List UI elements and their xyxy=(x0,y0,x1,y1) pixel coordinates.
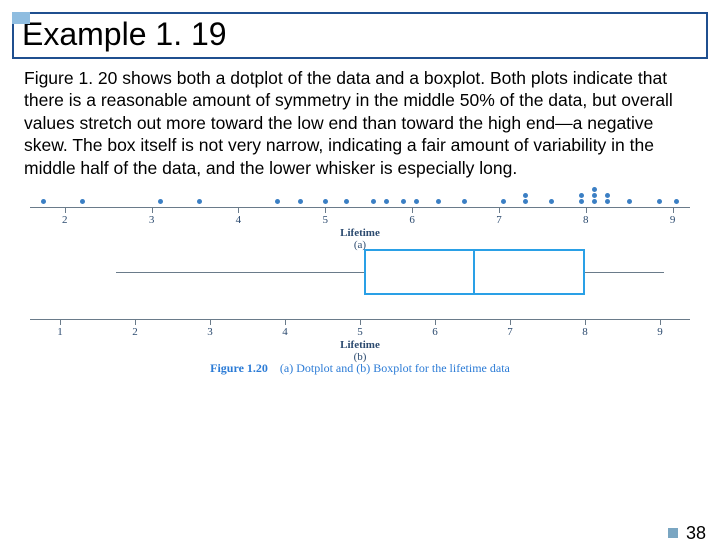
boxplot-panel: 123456789Lifetime(b) xyxy=(20,239,700,359)
page-bullet-icon xyxy=(668,528,678,538)
figure-caption: Figure 1.20 (a) Dotplot and (b) Boxplot … xyxy=(20,361,700,376)
slide-title: Example 1. 19 xyxy=(22,16,698,53)
title-bar: Example 1. 19 xyxy=(12,12,708,59)
page-number: 38 xyxy=(686,523,706,544)
figure-number: Figure 1.20 xyxy=(210,361,268,375)
dotplot-panel: 23456789Lifetime(a) xyxy=(20,183,700,233)
title-tab-accent xyxy=(12,12,30,24)
body-paragraph: Figure 1. 20 shows both a dotplot of the… xyxy=(24,67,696,179)
figure-caption-text: (a) Dotplot and (b) Boxplot for the life… xyxy=(280,361,510,375)
figure-1-20: 23456789Lifetime(a) 123456789Lifetime(b)… xyxy=(20,183,700,376)
